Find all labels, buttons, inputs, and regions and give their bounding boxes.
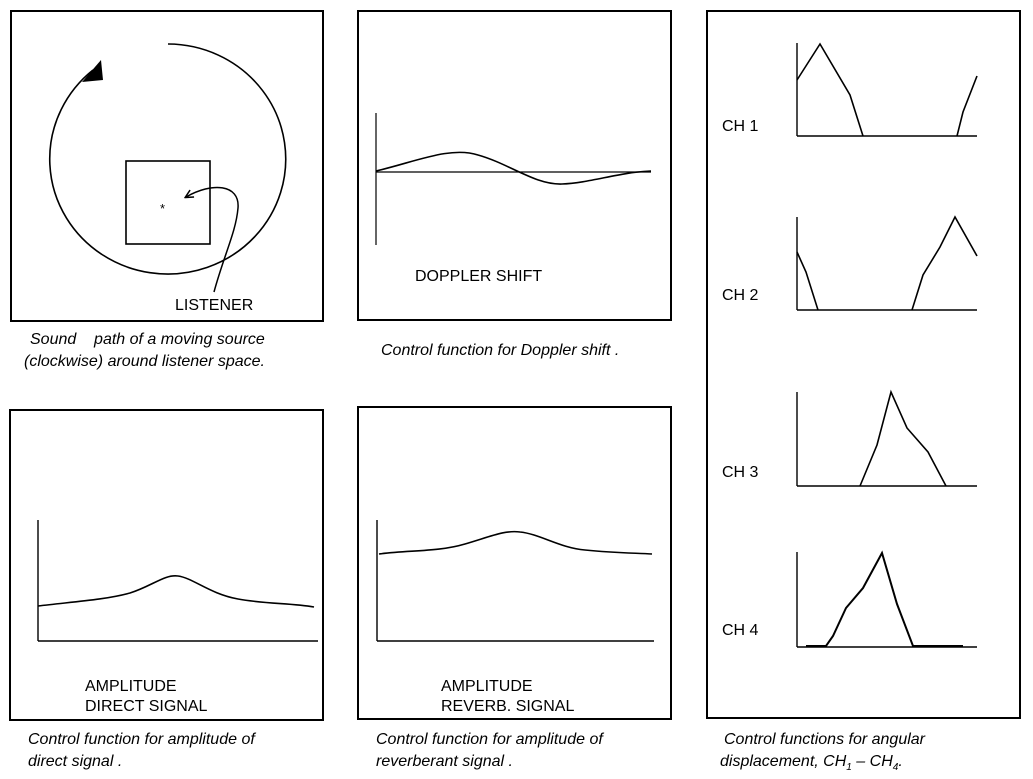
sound-path-panel xyxy=(10,10,324,322)
reverb-caption: Control function for amplitude of reverb… xyxy=(376,729,603,773)
ch2-label: CH 2 xyxy=(722,287,759,304)
reverb-amplitude-curve xyxy=(378,530,653,555)
ch2-curve xyxy=(796,215,978,311)
sound-path-caption-line2: (clockwise) around listener space. xyxy=(24,353,265,370)
direct-label-line2: DIRECT SIGNAL xyxy=(85,698,208,715)
ch3-curve xyxy=(859,389,947,487)
channels-caption-line1: Control functions for angular xyxy=(724,731,925,748)
direct-amplitude-panel xyxy=(9,409,324,721)
reverb-label-line2: REVERB. SIGNAL xyxy=(441,698,575,715)
ch3-label: CH 3 xyxy=(722,464,759,481)
direction-arrowhead xyxy=(82,60,103,82)
ch2-axes xyxy=(796,217,977,311)
sound-path-caption: Sound path of a moving source (clockwise… xyxy=(24,329,347,373)
sound-path-caption-line1: Sound path of a moving source xyxy=(30,331,265,348)
ch3-axes xyxy=(796,392,977,487)
doppler-caption-line: Control function for Doppler shift . xyxy=(381,342,620,359)
channels-panel xyxy=(706,10,1021,719)
doppler-label: DOPPLER SHIFT xyxy=(415,268,543,285)
channels-caption-sub1: 1 xyxy=(846,762,852,774)
direct-amplitude-curve xyxy=(37,575,315,608)
direct-label-line1: AMPLITUDE xyxy=(85,678,177,695)
direct-axes xyxy=(37,520,318,642)
reverb-label-line1: AMPLITUDE xyxy=(441,678,533,695)
doppler-caption: Control function for Doppler shift . xyxy=(381,340,619,362)
reverb-amplitude-panel xyxy=(357,406,672,720)
reverb-axes xyxy=(376,520,654,642)
doppler-curve xyxy=(375,151,652,185)
ch4-label: CH 4 xyxy=(722,622,759,639)
channels-caption: Control functions for angular displaceme… xyxy=(720,729,925,779)
reverb-caption-line2: reverberant signal . xyxy=(376,753,513,770)
channels-caption-period: . xyxy=(898,753,903,770)
ch1-axes xyxy=(796,43,977,137)
channels-caption-line2: displacement, CH1 – CH4. xyxy=(720,751,925,779)
circular-path xyxy=(49,43,287,275)
listener-space-box xyxy=(125,160,211,245)
direct-caption: Control function for amplitude of direct… xyxy=(28,729,255,773)
listener-label: LISTENER xyxy=(175,297,254,314)
listener-marker: * xyxy=(160,201,166,216)
listener-pointer-arrow xyxy=(186,186,239,293)
ch4-axes xyxy=(796,552,977,648)
ch1-curve xyxy=(796,42,978,137)
channels-caption-sub4: 4 xyxy=(892,762,899,774)
doppler-axes xyxy=(375,113,651,245)
doppler-panel xyxy=(357,10,672,321)
channels-caption-prefix: displacement, CH xyxy=(720,753,847,770)
ch1-label: CH 1 xyxy=(722,118,759,135)
reverb-caption-line1: Control function for amplitude of xyxy=(376,731,603,748)
direct-caption-line2: direct signal . xyxy=(28,753,123,770)
direct-caption-line1: Control function for amplitude of xyxy=(28,731,255,748)
ch4-curve xyxy=(806,550,963,647)
channels-caption-dash: – CH xyxy=(851,753,893,770)
